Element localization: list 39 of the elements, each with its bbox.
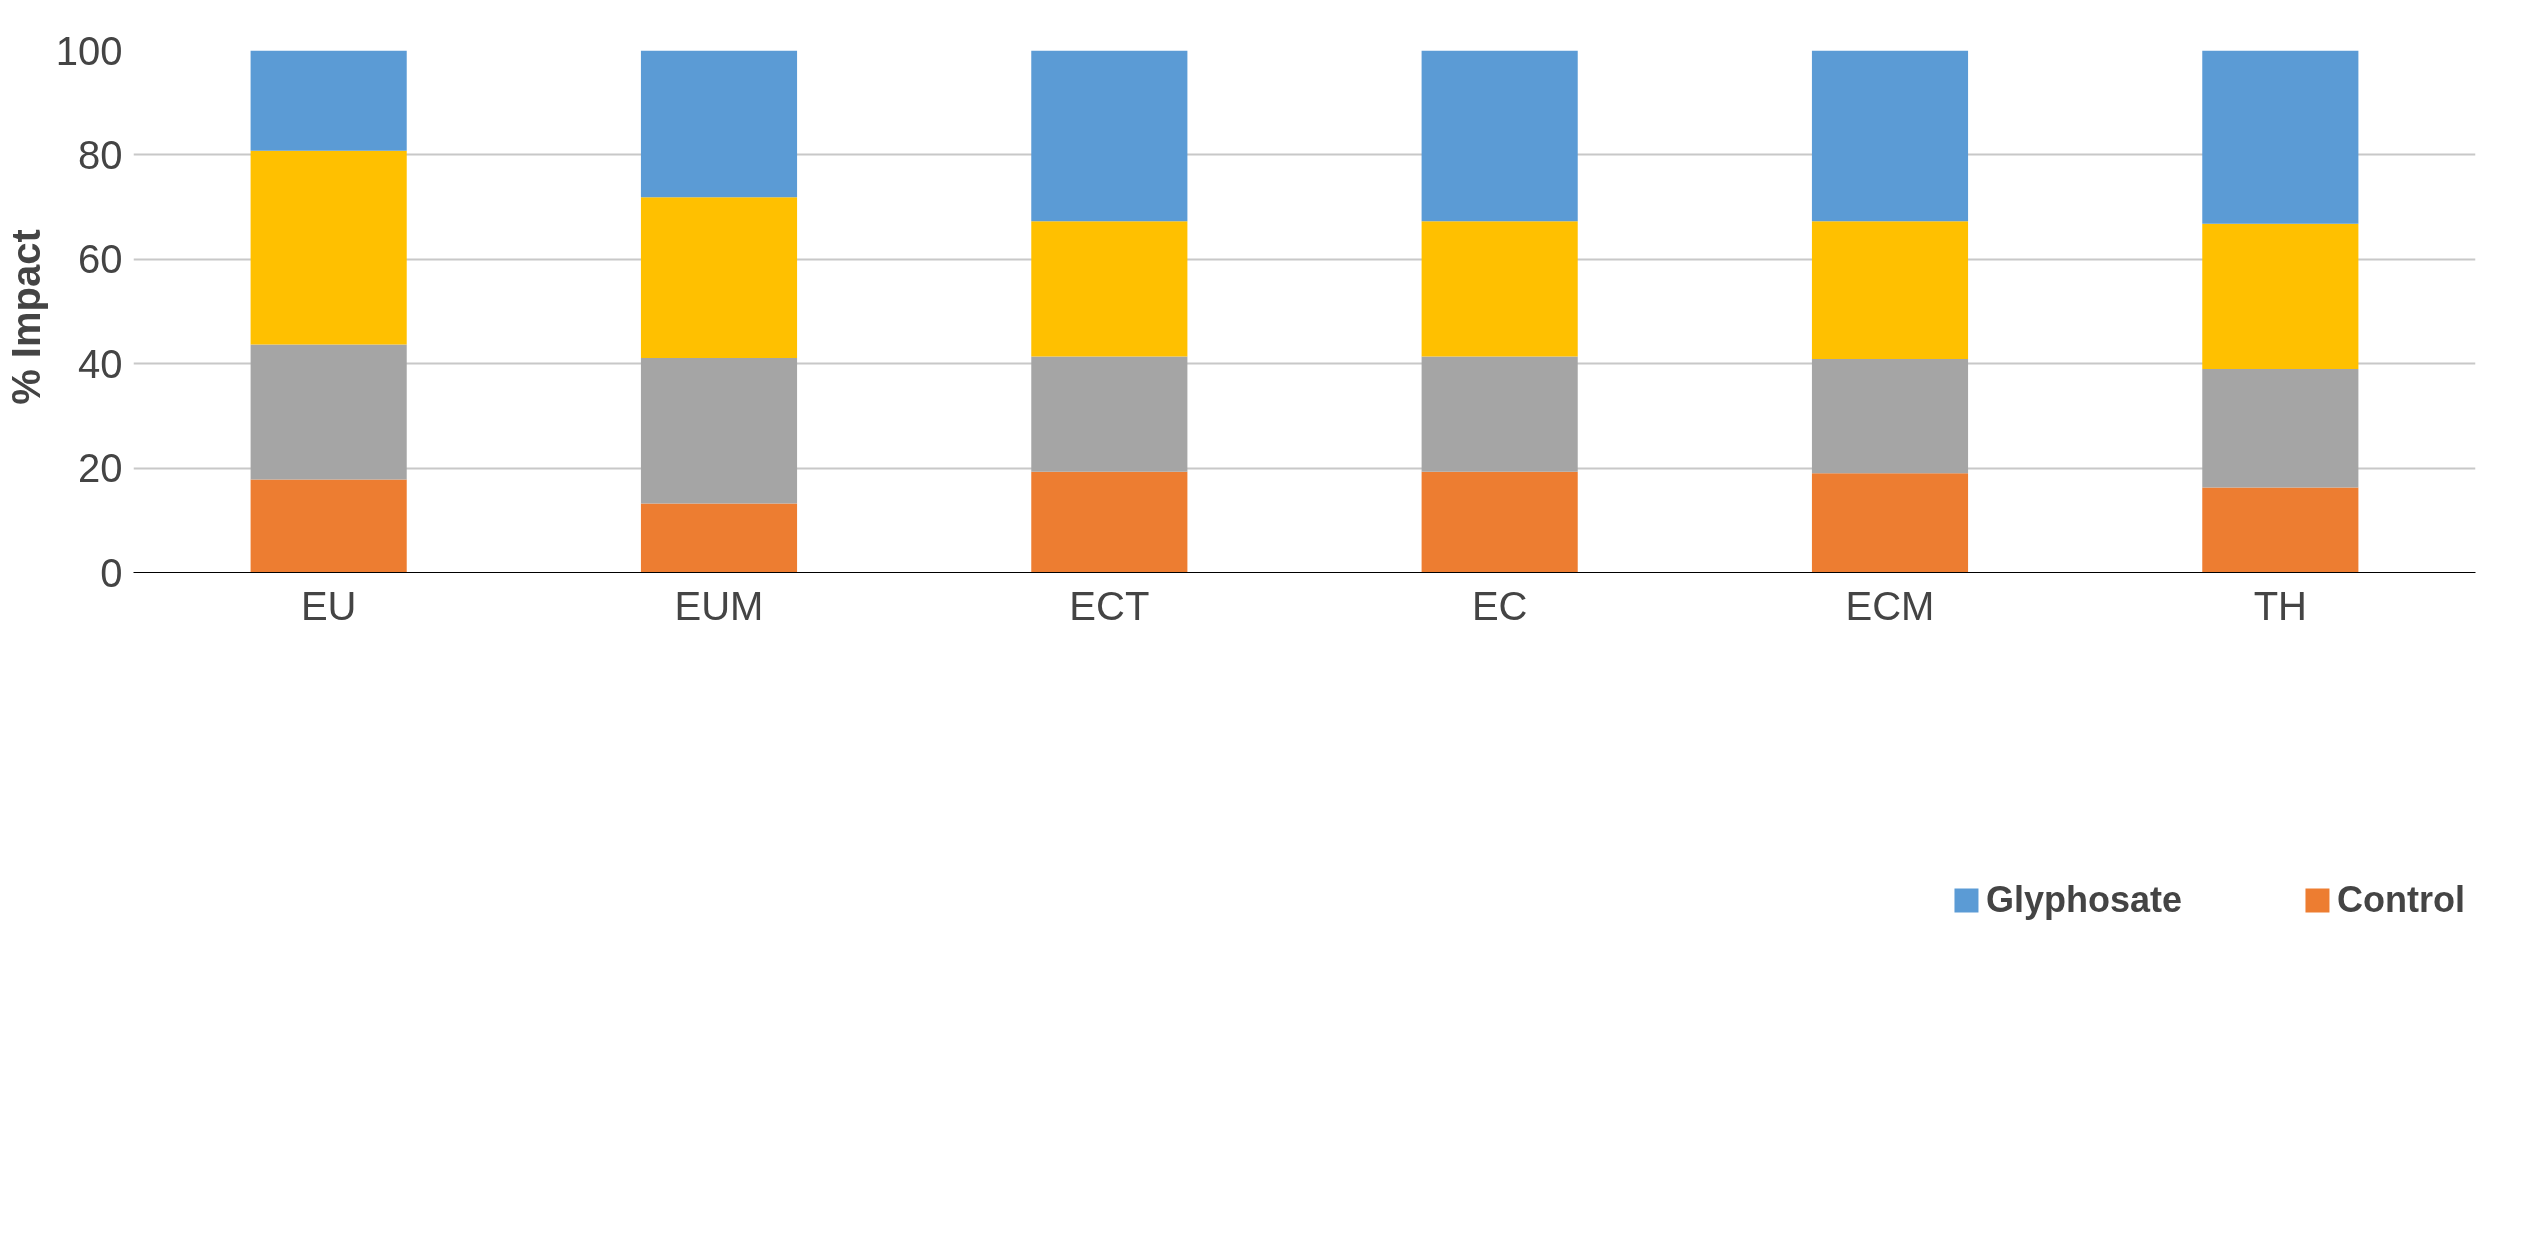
bar xyxy=(250,479,407,573)
bar xyxy=(1421,50,1578,222)
x-tick-label: TH xyxy=(2253,583,2307,628)
bar xyxy=(2202,487,2359,573)
bar xyxy=(2202,223,2359,369)
y-tick-label: 80 xyxy=(78,132,123,177)
y-tick-label: 100 xyxy=(55,28,123,73)
x-tick-label: ECT xyxy=(1069,583,1150,628)
x-tick-label: EUM xyxy=(674,583,764,628)
y-tick-label: 60 xyxy=(78,237,123,282)
legend-label: Glyphosate xyxy=(1985,879,2183,921)
y-tick-label: 0 xyxy=(100,550,123,595)
x-tick-label: EU xyxy=(300,583,357,628)
y-axis-title: % Impact xyxy=(3,229,48,405)
x-tick-label: EC xyxy=(1471,583,1528,628)
bar xyxy=(1421,471,1578,573)
legend-label: Control xyxy=(2337,879,2465,921)
bar xyxy=(250,150,407,345)
bar xyxy=(1031,221,1188,357)
bar xyxy=(1031,471,1188,573)
y-tick-label: 20 xyxy=(78,446,123,491)
bar xyxy=(250,344,407,480)
bar xyxy=(640,197,798,358)
bar xyxy=(1811,50,1969,222)
bar xyxy=(1811,359,1969,474)
bar xyxy=(640,50,798,198)
bar xyxy=(640,357,798,504)
bar xyxy=(1421,356,1578,472)
bar xyxy=(640,503,798,573)
bar xyxy=(1421,221,1578,357)
bar xyxy=(1811,473,1969,573)
bar xyxy=(1031,50,1188,222)
y-tick-label: 40 xyxy=(78,341,123,386)
x-tick-label: ECM xyxy=(1845,583,1935,628)
bar xyxy=(250,50,407,151)
bar xyxy=(1031,356,1188,472)
bar xyxy=(2202,50,2359,224)
bar xyxy=(1811,221,1969,359)
bar xyxy=(2202,368,2359,488)
